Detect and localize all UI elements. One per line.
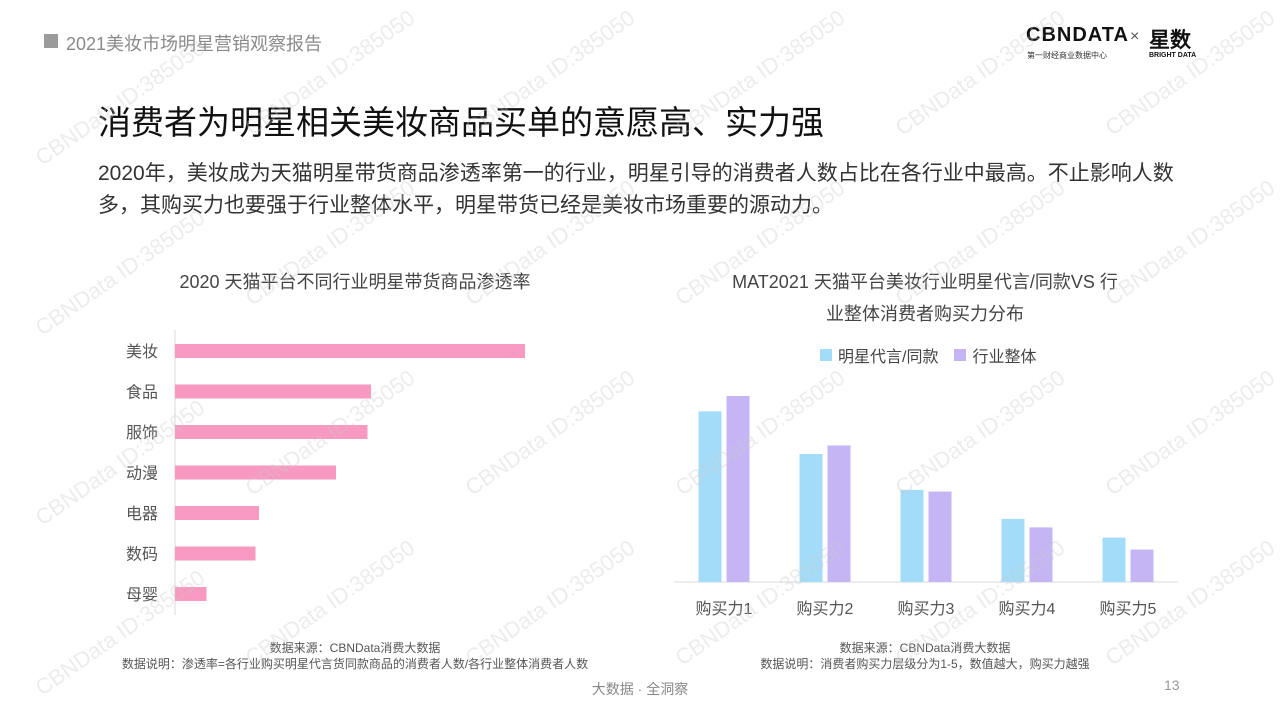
- cbndata-logo-text: CBNDATA: [1026, 24, 1129, 46]
- chart1-category-label-1: 食品: [126, 384, 158, 402]
- cbndata-brightdata-logo: CBNDATA 第一财经商业数据中心 × 星数 BRIGHT DATA: [1026, 24, 1206, 64]
- chart2-bar-s1-0: [698, 411, 722, 582]
- chart2-bar-s1-2: [900, 489, 924, 582]
- chart1-data-note: 数据说明：渗透率=各行业购买明星代言货同款商品的消费者人数/各行业整体消费者人数: [121, 657, 589, 671]
- legend-label-series-2: 行业整体: [972, 349, 1037, 366]
- chart2-bar-s2-4: [1130, 549, 1154, 582]
- chart2-notes: 数据来源：CBNData消费大数据 数据说明：消费者购买力层级分为1-5，数值越…: [690, 640, 1160, 672]
- chart1-source: 数据来源：CBNData消费大数据: [269, 641, 441, 655]
- chart2-category-label-3: 购买力4: [999, 600, 1056, 618]
- chart2-bar-s2-0: [726, 396, 750, 582]
- chart2-category-label-4: 购买力5: [1100, 600, 1157, 618]
- brightdata-logo-text: 星数: [1149, 29, 1191, 52]
- chart2-legend: 明星代言/同款 行业整体: [820, 343, 1036, 367]
- slide-title: 消费者为明星相关美妆商品买单的意愿高、实力强: [98, 104, 824, 141]
- chart2-category-label-2: 购买力3: [898, 600, 955, 618]
- chart1-title: 2020 天猫平台不同行业明星带货商品渗透率: [179, 272, 531, 292]
- chart2-data-note: 数据说明：消费者购买力层级分为1-5，数值越大，购买力越强: [760, 657, 1090, 671]
- chart2-title-line-1: MAT2021 天猫平台美妆行业明星代言/同款VS 行: [732, 272, 1118, 292]
- legend-swatch-series-2: [954, 349, 967, 361]
- chart1-bar-1: [175, 384, 371, 399]
- chart1-category-label-2: 服饰: [126, 424, 158, 442]
- legend-item-series-2: 行业整体: [954, 343, 1036, 367]
- legend-item-series-1: 明星代言/同款: [820, 343, 938, 367]
- chart2-bar-s1-4: [1102, 537, 1126, 582]
- legend-swatch-series-1: [820, 349, 832, 361]
- chart1-bar-4: [175, 506, 259, 520]
- slide-description: 2020年，美妆成为天猫明星带货商品渗透率第一的行业，明星引导的消费者人数占比在…: [98, 162, 1174, 217]
- chart2-category-label-1: 购买力2: [797, 600, 854, 618]
- chart2-bar-s1-1: [799, 454, 823, 582]
- logo-times-sign: ×: [1130, 28, 1140, 45]
- footer-tagline: 大数据 · 全洞察: [591, 681, 689, 697]
- chart1-bar-0: [175, 344, 525, 358]
- chart2-source: 数据来源：CBNData消费大数据: [839, 641, 1011, 655]
- chart1-category-label-4: 电器: [126, 505, 158, 523]
- chart1-bar-6: [175, 587, 207, 601]
- legend-label-series-1: 明星代言/同款: [838, 349, 939, 366]
- chart1-category-label-6: 母婴: [126, 587, 158, 604]
- chart1-bar-3: [175, 465, 336, 480]
- chart2-bar-s1-3: [1001, 518, 1025, 582]
- chart2-title: MAT2021 天猫平台美妆行业明星代言/同款VS 行 业整体消费者购买力分布: [690, 266, 1160, 330]
- chart2-bar-s2-3: [1029, 527, 1053, 582]
- page-number: 13: [1164, 677, 1180, 693]
- chart2-category-label-0: 购买力1: [696, 600, 753, 618]
- chart1-category-label-0: 美妆: [126, 343, 158, 361]
- brightdata-logo-subtitle: BRIGHT DATA: [1149, 52, 1197, 59]
- chart1-category-label-5: 数码: [126, 546, 158, 564]
- chart2-title-line-2: 业整体消费者购买力分布: [826, 304, 1024, 324]
- chart1-bar-5: [175, 546, 256, 561]
- chart1-category-label-3: 动漫: [126, 465, 158, 483]
- header-marker: [44, 34, 58, 48]
- chart1-notes: 数据来源：CBNData消费大数据 数据说明：渗透率=各行业购买明星代言货同款商…: [100, 640, 610, 672]
- chart2-bar-s2-1: [827, 445, 851, 582]
- cbndata-logo-subtitle: 第一财经商业数据中心: [1027, 51, 1107, 60]
- chart2-bar-s2-2: [928, 491, 952, 582]
- chart1-bar-2: [175, 425, 368, 439]
- report-title: 2021美妆市场明星营销观察报告: [66, 34, 323, 54]
